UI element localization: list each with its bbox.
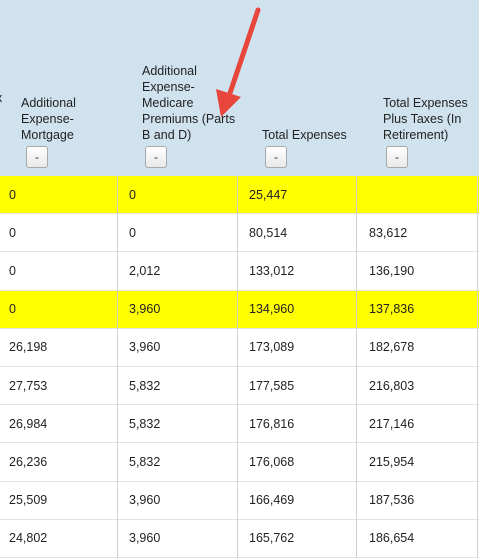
table-row: 26,198 3,960 173,089 182,678 — [0, 328, 479, 367]
column-label-medicare: Additional Expense-Medicare Premiums (Pa… — [142, 64, 236, 142]
cell-total-expenses: 177,585 — [249, 378, 295, 393]
data-table: 0 0 25,447 0 0 80,514 83,612 0 2,012 133… — [0, 176, 479, 558]
cell-medicare: 3,960 — [129, 531, 161, 546]
column-divider — [237, 176, 238, 558]
column-header-total-plus-taxes: Total Expenses Plus Taxes (In Retirement… — [383, 95, 479, 168]
cell-mortgage: 27,753 — [9, 378, 48, 393]
cell-medicare: 3,960 — [129, 493, 161, 508]
cell-mortgage: 26,236 — [9, 454, 48, 469]
table-row: 27,753 5,832 177,585 216,803 — [0, 366, 479, 406]
cell-mortgage: 24,802 — [9, 531, 48, 546]
cell-total-expenses: 134,960 — [249, 302, 295, 317]
cell-total-expenses: 80,514 — [249, 225, 288, 240]
column-header-mortgage: Additional Expense-Mortgage - — [21, 95, 113, 168]
cell-mortgage: 0 — [9, 187, 16, 202]
column-label-total-expenses: Total Expenses — [262, 128, 347, 142]
cell-mortgage: 0 — [9, 302, 16, 317]
table-row: 26,236 5,832 176,068 215,954 — [0, 443, 479, 482]
cell-mortgage: 0 — [9, 263, 16, 278]
cell-mortgage: 0 — [9, 225, 16, 240]
cell-mortgage: 26,198 — [9, 340, 48, 355]
cell-medicare: 5,832 — [129, 378, 161, 393]
cell-medicare: 5,832 — [129, 416, 161, 431]
cut-off-column-label: x — [0, 91, 2, 105]
cell-total-plus-taxes: 187,536 — [369, 493, 415, 508]
cell-total-plus-taxes: 217,146 — [369, 416, 415, 431]
column-label-mortgage: Additional Expense-Mortgage — [21, 96, 76, 142]
cell-total-plus-taxes: 216,803 — [369, 378, 415, 393]
cell-total-plus-taxes: 136,190 — [369, 263, 415, 278]
cell-mortgage: 25,509 — [9, 493, 48, 508]
cell-medicare: 5,832 — [129, 454, 161, 469]
cell-medicare: 0 — [129, 225, 136, 240]
column-divider — [477, 176, 478, 558]
cell-total-plus-taxes: 186,654 — [369, 531, 415, 546]
table-row: 26,984 5,832 176,816 217,146 — [0, 405, 479, 444]
table-row: 25,509 3,960 166,469 187,536 — [0, 481, 479, 520]
cell-medicare: 3,960 — [129, 302, 161, 317]
table-row: 0 3,960 134,960 137,836 — [0, 290, 479, 329]
cell-total-expenses: 176,816 — [249, 416, 295, 431]
cell-total-plus-taxes: 215,954 — [369, 454, 415, 469]
table-row: 24,802 3,960 165,762 186,654 — [0, 519, 479, 558]
cell-medicare: 2,012 — [129, 263, 161, 278]
column-header-total-expenses: Total Expenses - — [262, 127, 362, 168]
cell-total-expenses: 165,762 — [249, 531, 295, 546]
sort-button-medicare[interactable]: - — [145, 146, 167, 168]
sort-button-mortgage[interactable]: - — [26, 146, 48, 168]
cell-medicare: 3,960 — [129, 340, 161, 355]
cell-total-expenses: 133,012 — [249, 263, 295, 278]
cell-total-expenses: 166,469 — [249, 493, 295, 508]
column-label-total-plus-taxes: Total Expenses Plus Taxes (In Retirement… — [383, 96, 468, 142]
cell-total-expenses: 173,089 — [249, 340, 295, 355]
table-row: 0 2,012 133,012 136,190 — [0, 252, 479, 291]
cell-medicare: 0 — [129, 187, 136, 202]
column-header-medicare: Additional Expense-Medicare Premiums (Pa… — [142, 63, 244, 168]
table-row: 0 0 25,447 — [0, 176, 479, 215]
cell-total-plus-taxes: 137,836 — [369, 302, 415, 317]
sort-button-total-expenses[interactable]: - — [265, 146, 287, 168]
cell-total-plus-taxes: 182,678 — [369, 340, 415, 355]
cell-total-expenses: 176,068 — [249, 454, 295, 469]
column-divider — [117, 176, 118, 558]
red-arrow-icon — [216, 7, 261, 117]
cell-mortgage: 26,984 — [9, 416, 48, 431]
sort-button-total-plus-taxes[interactable]: - — [386, 146, 408, 168]
cell-total-expenses: 25,447 — [249, 187, 288, 202]
table-row: 0 0 80,514 83,612 — [0, 214, 479, 253]
table-header: x Additional Expense-Mortgage - Addition… — [0, 0, 479, 176]
cell-total-plus-taxes: 83,612 — [369, 225, 408, 240]
column-divider — [356, 176, 357, 558]
